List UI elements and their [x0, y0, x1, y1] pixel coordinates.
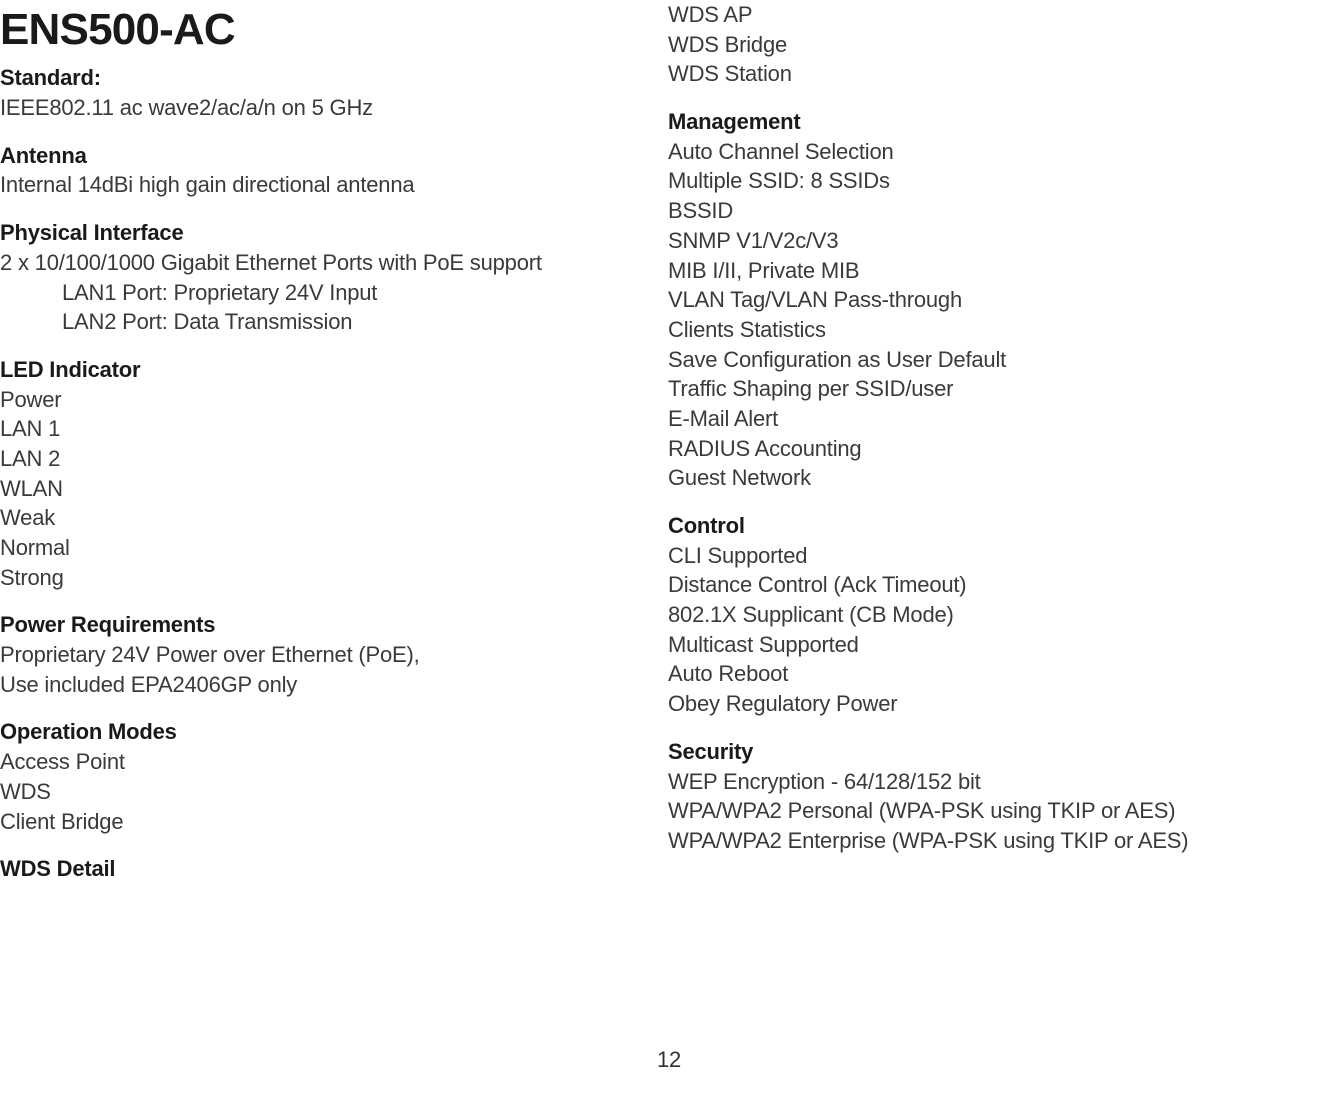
spec-line: Internal 14dBi high gain directional ant… — [0, 170, 660, 200]
section-standard: Standard: IEEE802.11 ac wave2/ac/a/n on … — [0, 63, 660, 122]
spec-line: WDS Station — [668, 59, 1338, 89]
section-head: WDS Detail — [0, 854, 660, 884]
spec-line: Multicast Supported — [668, 630, 1338, 660]
left-column: ENS500-AC Standard: IEEE802.11 ac wave2/… — [0, 0, 668, 1097]
spec-line: LAN 2 — [0, 444, 660, 474]
spec-line: Obey Regulatory Power — [668, 689, 1338, 719]
spec-line: Clients Statistics — [668, 315, 1338, 345]
section-head: Physical Interface — [0, 218, 660, 248]
spec-line: Traffic Shaping per SSID/user — [668, 374, 1338, 404]
section-operation-modes: Operation Modes Access Point WDS Client … — [0, 717, 660, 836]
section-body: Internal 14dBi high gain directional ant… — [0, 170, 660, 200]
spec-line: MIB I/II, Private MIB — [668, 256, 1338, 286]
spec-line: BSSID — [668, 196, 1338, 226]
section-head: Management — [668, 107, 1338, 137]
spec-line: IEEE802.11 ac wave2/ac/a/n on 5 GHz — [0, 93, 660, 123]
spec-line: SNMP V1/V2c/V3 — [668, 226, 1338, 256]
section-body: 2 x 10/100/1000 Gigabit Ethernet Ports w… — [0, 248, 660, 337]
section-antenna: Antenna Internal 14dBi high gain directi… — [0, 141, 660, 200]
spec-line: CLI Supported — [668, 541, 1338, 571]
spec-line: Save Configuration as User Default — [668, 345, 1338, 375]
spec-line: WLAN — [0, 474, 660, 504]
page-number: 12 — [0, 1045, 1338, 1075]
section-body: WDS AP WDS Bridge WDS Station — [668, 0, 1338, 89]
section-body: IEEE802.11 ac wave2/ac/a/n on 5 GHz — [0, 93, 660, 123]
section-body: Auto Channel Selection Multiple SSID: 8 … — [668, 137, 1338, 493]
spec-line: LAN 1 — [0, 414, 660, 444]
spec-line: Auto Reboot — [668, 659, 1338, 689]
section-head: Security — [668, 737, 1338, 767]
section-management: Management Auto Channel Selection Multip… — [668, 107, 1338, 493]
spec-line: Proprietary 24V Power over Ethernet (PoE… — [0, 640, 660, 670]
spec-line: Access Point — [0, 747, 660, 777]
spec-line: VLAN Tag/VLAN Pass-through — [668, 285, 1338, 315]
section-wds-detail-continued: WDS AP WDS Bridge WDS Station — [668, 0, 1338, 89]
spec-line: WDS AP — [668, 0, 1338, 30]
section-head: Standard: — [0, 63, 660, 93]
section-control: Control CLI Supported Distance Control (… — [668, 511, 1338, 719]
spec-page: ENS500-AC Standard: IEEE802.11 ac wave2/… — [0, 0, 1338, 1097]
section-head: Power Requirements — [0, 610, 660, 640]
section-physical-interface: Physical Interface 2 x 10/100/1000 Gigab… — [0, 218, 660, 337]
section-head: Operation Modes — [0, 717, 660, 747]
spec-line: RADIUS Accounting — [668, 434, 1338, 464]
spec-line: WPA/WPA2 Enterprise (WPA-PSK using TKIP … — [668, 826, 1338, 856]
spec-line: Client Bridge — [0, 807, 660, 837]
spec-line: Auto Channel Selection — [668, 137, 1338, 167]
spec-line: E-Mail Alert — [668, 404, 1338, 434]
section-head: Control — [668, 511, 1338, 541]
section-body: WEP Encryption - 64/128/152 bit WPA/WPA2… — [668, 767, 1338, 856]
section-head: Antenna — [0, 141, 660, 171]
spec-line: Strong — [0, 563, 660, 593]
section-led-indicator: LED Indicator Power LAN 1 LAN 2 WLAN Wea… — [0, 355, 660, 593]
product-title: ENS500-AC — [0, 0, 660, 59]
spec-line: 2 x 10/100/1000 Gigabit Ethernet Ports w… — [0, 248, 660, 278]
spec-line-indent: LAN1 Port: Proprietary 24V Input — [0, 278, 660, 308]
spec-line: WDS — [0, 777, 660, 807]
section-body: CLI Supported Distance Control (Ack Time… — [668, 541, 1338, 719]
right-column: WDS AP WDS Bridge WDS Station Management… — [668, 0, 1338, 1097]
spec-line: Distance Control (Ack Timeout) — [668, 570, 1338, 600]
section-body: Power LAN 1 LAN 2 WLAN Weak Normal Stron… — [0, 385, 660, 593]
spec-line: Use included EPA2406GP only — [0, 670, 660, 700]
spec-line: Multiple SSID: 8 SSIDs — [668, 166, 1338, 196]
spec-line: Weak — [0, 503, 660, 533]
section-body: Access Point WDS Client Bridge — [0, 747, 660, 836]
section-power-requirements: Power Requirements Proprietary 24V Power… — [0, 610, 660, 699]
spec-line: Normal — [0, 533, 660, 563]
spec-line: WPA/WPA2 Personal (WPA-PSK using TKIP or… — [668, 796, 1338, 826]
section-security: Security WEP Encryption - 64/128/152 bit… — [668, 737, 1338, 856]
section-body: Proprietary 24V Power over Ethernet (PoE… — [0, 640, 660, 699]
spec-line: WDS Bridge — [668, 30, 1338, 60]
spec-line-indent: LAN2 Port: Data Transmission — [0, 307, 660, 337]
spec-line: Power — [0, 385, 660, 415]
section-wds-detail: WDS Detail — [0, 854, 660, 884]
section-head: LED Indicator — [0, 355, 660, 385]
spec-line: Guest Network — [668, 463, 1338, 493]
spec-line: WEP Encryption - 64/128/152 bit — [668, 767, 1338, 797]
spec-line: 802.1X Supplicant (CB Mode) — [668, 600, 1338, 630]
